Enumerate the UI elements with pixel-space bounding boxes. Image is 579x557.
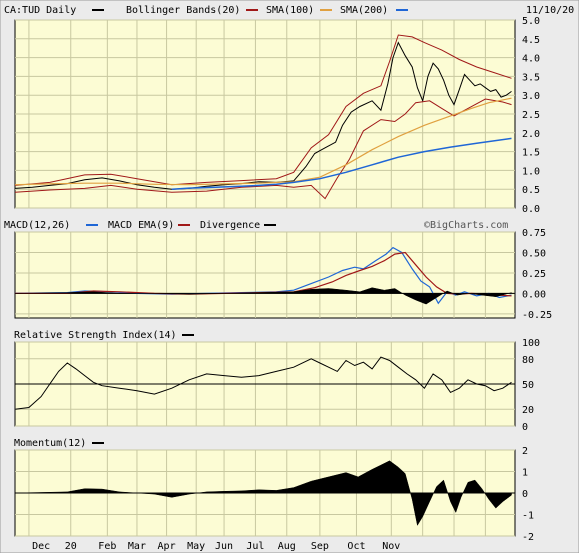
price-y-tick-label: 4.0 — [522, 54, 540, 65]
macd-y-tick-label: 0.00 — [522, 289, 546, 300]
x-tick-label: Apr — [158, 541, 176, 552]
price-y-tick-label: 0.0 — [522, 204, 540, 215]
rsi-series-rsi — [14, 356, 512, 410]
macd-y-tick-label: -0.25 — [522, 310, 552, 321]
price-y-tick-label: 1.0 — [522, 166, 540, 177]
price-y-tick-label: 2.0 — [522, 129, 540, 140]
macd-panel — [14, 231, 516, 319]
price-y-tick-label: 3.5 — [522, 72, 540, 83]
legend-rsi: Relative Strength Index(14) — [14, 330, 177, 341]
price-y-tick-label: 2.5 — [522, 110, 540, 121]
momentum-y-tick-label: 0 — [522, 489, 528, 500]
axis-labels: 5.0 4.5 4.0 3.5 3.0 2.5 2.0 1.5 1.0 0.5 0.0 0.75 0.5… — [32, 16, 552, 552]
legend-date: 11/10/20 — [526, 5, 574, 16]
watermark: ©BigCharts.com — [424, 220, 508, 231]
legend-symbol: CA:TUD Daily — [4, 5, 76, 16]
price-series-sma100 — [14, 97, 512, 186]
price-series-bollinger_lower — [14, 98, 512, 200]
x-tick-label: Jul — [246, 541, 264, 552]
rsi-y-tick-label: 0 — [522, 422, 528, 433]
x-tick-label: May — [187, 541, 205, 552]
rsi-y-tick-label: 80 — [522, 355, 534, 366]
momentum-y-tick-label: 2 — [522, 446, 528, 457]
x-tick-label: 20 — [65, 541, 77, 552]
x-tick-label: Jun — [215, 541, 233, 552]
x-tick-label: Feb — [98, 541, 116, 552]
macd-y-tick-label: 0.25 — [522, 269, 546, 280]
momentum-area — [14, 460, 512, 526]
price-series-bollinger_upper — [14, 34, 512, 186]
macd-y-tick-label: 0.50 — [522, 248, 546, 259]
x-tick-label: Aug — [278, 541, 296, 552]
macd-y-tick-label: 0.75 — [522, 228, 546, 239]
rsi-y-tick-label: 20 — [522, 405, 534, 416]
legend-divergence: Divergence — [200, 220, 260, 231]
legend-sma100: SMA(100) — [266, 5, 314, 16]
macd-divergence-area — [14, 287, 512, 305]
x-tick-label: Nov — [382, 541, 400, 552]
rsi-y-tick-label: 50 — [522, 380, 534, 391]
x-tick-label: Sep — [311, 541, 329, 552]
x-tick-label: Mar — [128, 541, 146, 552]
price-y-tick-label: 4.5 — [522, 35, 540, 46]
price-y-tick-label: 1.5 — [522, 148, 540, 159]
plot-layer — [14, 34, 512, 526]
rsi-y-tick-label: 100 — [522, 338, 540, 349]
legend-macd: MACD(12,26) — [4, 220, 70, 231]
price-y-tick-label: 3.0 — [522, 91, 540, 102]
x-tick-label: Oct — [347, 541, 365, 552]
legend-sma200: SMA(200) — [340, 5, 388, 16]
momentum-y-tick-label: -1 — [522, 511, 534, 522]
price-y-tick-label: 5.0 — [522, 16, 540, 27]
price-y-tick-label: 0.5 — [522, 185, 540, 196]
legend-momentum: Momentum(12) — [14, 438, 86, 449]
x-tick-label: Dec — [32, 541, 50, 552]
price-series-sma200 — [171, 137, 512, 190]
legend-bollinger: Bollinger Bands(20) — [126, 5, 240, 16]
momentum-y-tick-label: -2 — [522, 532, 534, 543]
price-series-price — [14, 41, 512, 190]
legend-macd-ema: MACD EMA(9) — [108, 220, 174, 231]
momentum-y-tick-label: 1 — [522, 468, 528, 479]
